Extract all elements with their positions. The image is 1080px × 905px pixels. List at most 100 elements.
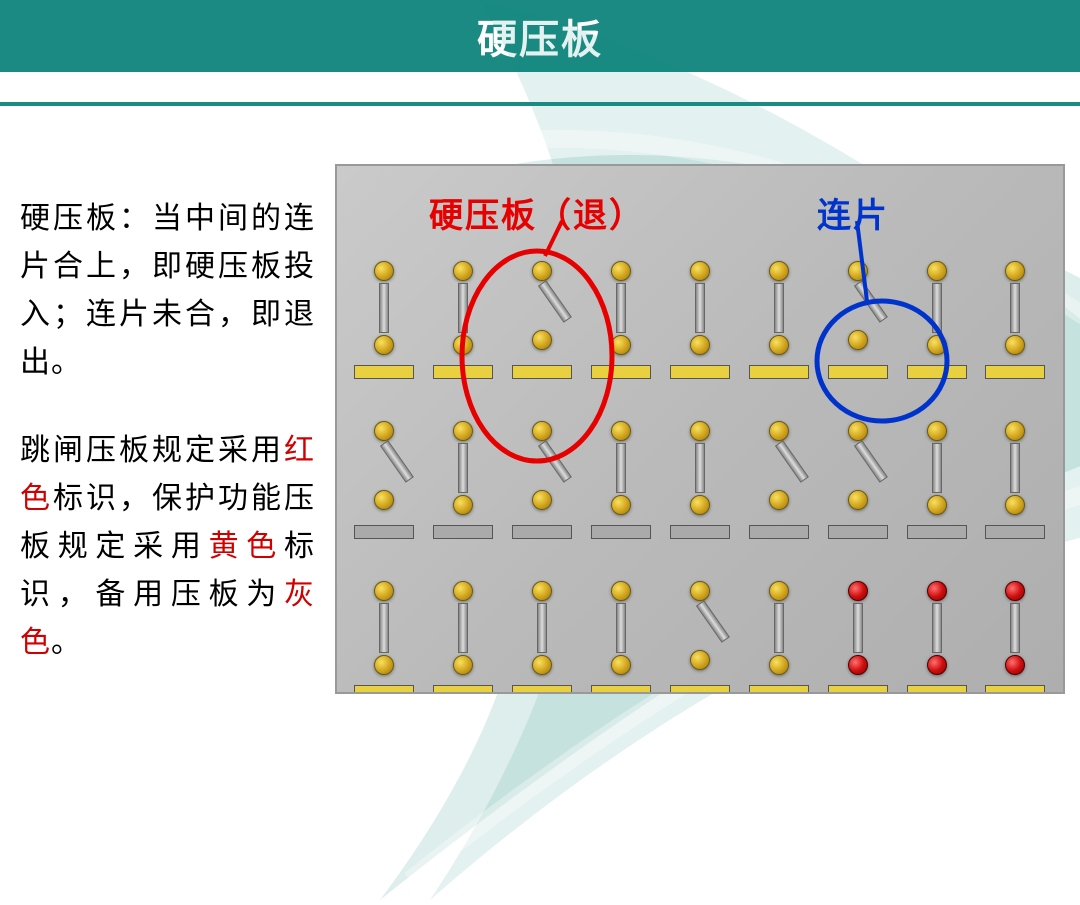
- switch-top-cap: [848, 261, 868, 281]
- switch-item: [675, 421, 725, 521]
- header-divider: [0, 102, 1080, 106]
- switch-top-cap: [927, 261, 947, 281]
- switch-bottom-cap: [374, 335, 394, 355]
- page-title: 硬压板: [477, 7, 603, 65]
- switch-item: [912, 421, 962, 521]
- p2-t4: 。: [51, 626, 82, 659]
- switch-bottom-cap: [611, 495, 631, 515]
- switch-bottom-cap: [769, 335, 789, 355]
- switch-link: [854, 280, 888, 323]
- switch-item: [596, 581, 646, 681]
- switch-bottom-cap: [611, 335, 631, 355]
- switch-tag: [591, 365, 651, 379]
- content-area: 硬压板：当中间的连片合上，即硬压板投入；连片未合，即退出。 跳闸压板规定采用红色…: [0, 140, 1080, 745]
- switch-link: [775, 440, 809, 483]
- switch-bottom-cap: [611, 655, 631, 675]
- switch-tag: [591, 525, 651, 539]
- switch-tag: [985, 525, 1045, 539]
- title-bar: 硬压板: [0, 0, 1080, 72]
- switch-tag: [670, 365, 730, 379]
- switch-bottom-cap: [769, 655, 789, 675]
- switch-link: [932, 603, 942, 653]
- switch-item: [833, 421, 883, 521]
- switch-item: [359, 261, 409, 361]
- switch-panel: 硬压板（退） 连片: [337, 166, 1063, 692]
- switch-top-cap: [927, 421, 947, 441]
- switch-top-cap: [769, 421, 789, 441]
- switch-item: [990, 581, 1040, 681]
- switch-item: [438, 581, 488, 681]
- switch-link: [932, 283, 942, 333]
- switch-item: [912, 581, 962, 681]
- switch-bottom-cap: [532, 330, 552, 350]
- switch-link: [379, 283, 389, 333]
- switch-item: [912, 261, 962, 361]
- switch-top-cap: [374, 581, 394, 601]
- switch-top-cap: [374, 421, 394, 441]
- switch-item: [833, 261, 883, 361]
- switch-tag: [354, 365, 414, 379]
- switch-bottom-cap: [532, 655, 552, 675]
- switch-item: [438, 421, 488, 521]
- switch-top-cap: [690, 581, 710, 601]
- switch-link: [458, 443, 468, 493]
- switch-bottom-cap: [848, 490, 868, 510]
- switch-top-cap: [374, 261, 394, 281]
- switch-top-cap: [453, 421, 473, 441]
- switch-tag: [670, 525, 730, 539]
- switch-bottom-cap: [848, 655, 868, 675]
- switch-top-cap: [690, 261, 710, 281]
- switch-bottom-cap: [1005, 495, 1025, 515]
- switch-bottom-cap: [453, 655, 473, 675]
- switch-link: [458, 603, 468, 653]
- switch-link: [616, 603, 626, 653]
- switch-top-cap: [532, 581, 552, 601]
- switch-link: [854, 440, 888, 483]
- switch-bottom-cap: [1005, 335, 1025, 355]
- switch-item: [438, 261, 488, 361]
- switch-top-cap: [848, 421, 868, 441]
- switch-item: [754, 581, 804, 681]
- switch-tag: [512, 365, 572, 379]
- switch-item: [517, 581, 567, 681]
- switch-tag: [828, 365, 888, 379]
- switch-link: [932, 443, 942, 493]
- switch-grid: [337, 241, 1063, 692]
- switch-bottom-cap: [927, 655, 947, 675]
- switch-link: [853, 603, 863, 653]
- switch-bottom-cap: [374, 490, 394, 510]
- switch-link: [380, 440, 414, 483]
- switch-tag: [749, 685, 809, 692]
- switch-top-cap: [1005, 581, 1025, 601]
- switch-bottom-cap: [690, 335, 710, 355]
- switch-link: [458, 283, 468, 333]
- switch-top-cap: [453, 581, 473, 601]
- switch-top-cap: [848, 581, 868, 601]
- switch-link: [695, 283, 705, 333]
- image-panel: 硬压板（退） 连片: [335, 164, 1065, 694]
- switch-bottom-cap: [690, 495, 710, 515]
- switch-top-cap: [1005, 421, 1025, 441]
- switch-link: [538, 440, 572, 483]
- switch-top-cap: [453, 261, 473, 281]
- switch-tag: [670, 685, 730, 692]
- switch-bottom-cap: [927, 495, 947, 515]
- switch-bottom-cap: [690, 650, 710, 670]
- switch-bottom-cap: [453, 335, 473, 355]
- switch-tag: [433, 365, 493, 379]
- switch-top-cap: [769, 261, 789, 281]
- switch-tag: [512, 685, 572, 692]
- switch-tag: [907, 685, 967, 692]
- switch-item: [359, 421, 409, 521]
- switch-row: [337, 421, 1063, 521]
- p2-t1: 跳闸压板规定采用: [20, 434, 284, 467]
- switch-item: [990, 421, 1040, 521]
- switch-bottom-cap: [374, 655, 394, 675]
- switch-top-cap: [611, 261, 631, 281]
- switch-tag: [907, 365, 967, 379]
- switch-top-cap: [532, 261, 552, 281]
- switch-link: [616, 283, 626, 333]
- switch-item: [675, 581, 725, 681]
- switch-bottom-cap: [532, 490, 552, 510]
- switch-bottom-cap: [769, 490, 789, 510]
